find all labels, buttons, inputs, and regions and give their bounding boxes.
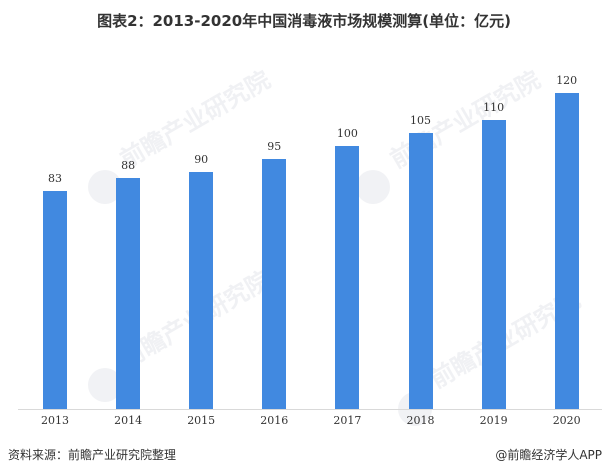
x-tick-label-2019: 2019: [479, 414, 508, 427]
data-label-2020: 120: [556, 74, 578, 87]
bar-2016: [262, 159, 287, 409]
x-tick-label-2017: 2017: [333, 414, 362, 427]
x-tick-label-2014: 2014: [114, 414, 143, 427]
x-tick-label-2015: 2015: [187, 414, 216, 427]
bar-2018: [408, 133, 433, 409]
bar-2014: [116, 178, 141, 409]
data-label-2015: 90: [194, 153, 209, 166]
data-label-2014: 88: [121, 159, 136, 172]
bar-2015: [189, 172, 214, 409]
credit-note: @前瞻经济学人APP: [495, 448, 602, 462]
data-label-2017: 100: [336, 127, 358, 140]
data-label-2018: 105: [410, 114, 431, 127]
x-axis-line: [18, 409, 602, 410]
chart-title: 图表2：2013-2020年中国消毒液市场规模测算(单位：亿元): [97, 12, 511, 30]
x-tick-label-2020: 2020: [552, 414, 581, 427]
data-label-2019: 110: [483, 101, 505, 114]
data-label-2016: 95: [267, 140, 282, 153]
bar-2019: [481, 120, 506, 409]
bar-2013: [43, 191, 67, 409]
x-tick-label-2013: 2013: [41, 414, 69, 427]
x-tick-label-2018: 2018: [406, 414, 435, 427]
data-label-2013: 83: [48, 172, 62, 185]
bar-2020: [554, 93, 579, 409]
source-note: 资料来源：前瞻产业研究院整理: [8, 448, 177, 462]
x-tick-label-2016: 2016: [260, 414, 289, 427]
bar-2017: [335, 146, 360, 409]
watermark-logo-icon: [356, 170, 390, 204]
